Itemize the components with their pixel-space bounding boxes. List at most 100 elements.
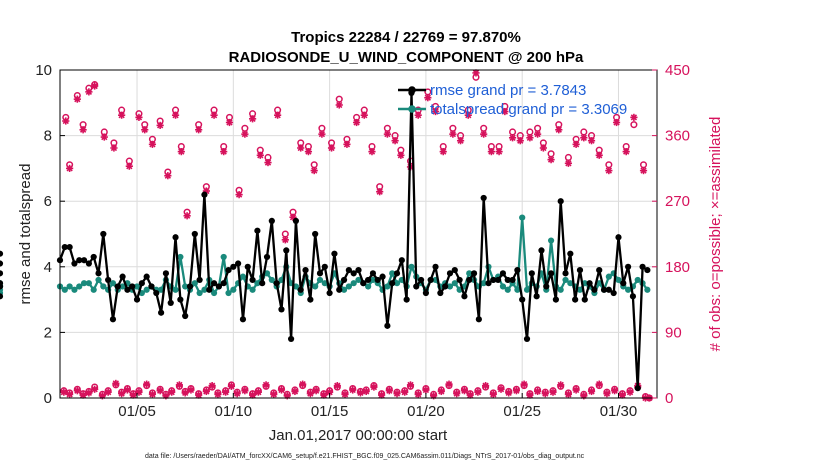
obs-assimilated-marker <box>630 113 638 121</box>
rmse-point <box>186 283 194 290</box>
obs-assimilated-marker <box>605 166 613 175</box>
axis-ticks: 01/05 01/10 01/15 01/20 01/25 01/30 0 2 4 6 8 10 0 90… <box>35 62 690 420</box>
rmse-point <box>514 266 521 274</box>
obs-assimilated-marker <box>472 69 480 77</box>
obs-assimilated-marker <box>595 151 603 159</box>
plot-frame <box>59 69 658 399</box>
rmse-point <box>398 257 405 264</box>
obs-assimilated-marker <box>603 390 611 398</box>
obs-assimilated-marker <box>557 381 565 389</box>
totalspread-point <box>605 273 612 280</box>
obs-assimilated-marker <box>241 130 249 138</box>
rmse-point <box>634 385 641 392</box>
totalspread-point <box>95 276 102 284</box>
rmse-point <box>0 250 4 257</box>
obs-assimilated-marker <box>424 94 432 102</box>
y-tick-label-left: 8 <box>44 128 52 145</box>
rmse-point <box>153 289 160 297</box>
rmse-point <box>71 260 78 267</box>
rmse-point <box>283 247 290 254</box>
rmse-point <box>336 286 343 293</box>
obs-assimilated-marker <box>376 188 384 196</box>
rmse-point <box>629 293 637 300</box>
rmse-point <box>485 280 492 287</box>
rmse-point <box>432 263 439 270</box>
obs-assimilated-marker <box>220 148 228 156</box>
obs-assimilated-marker <box>129 391 137 399</box>
obs-assimilated-marker <box>482 382 490 390</box>
obs-assimilated-marker <box>320 391 328 399</box>
obs-assimilated-marker <box>626 388 634 396</box>
x-tick-label: 01/25 <box>503 403 541 420</box>
totalspread-point <box>225 289 232 297</box>
rmse-point <box>76 257 83 264</box>
rmse-point <box>446 270 454 277</box>
rmse-point <box>600 286 608 293</box>
obs-assimilated-marker <box>343 140 351 148</box>
obs-assimilated-marker <box>143 380 151 388</box>
totalspread-point <box>230 286 237 293</box>
totalspread-point <box>499 283 507 290</box>
obs-assimilated-marker <box>474 388 482 396</box>
totalspread-point <box>345 283 352 290</box>
obs-assimilated-marker <box>135 388 143 396</box>
obs-assimilated-marker <box>310 166 318 175</box>
rmse-point <box>475 316 482 323</box>
rmse-point <box>235 260 242 267</box>
grid-lines <box>60 70 657 398</box>
rmse-point <box>167 299 174 306</box>
rmse-point <box>365 276 372 284</box>
rmse-point <box>312 230 319 238</box>
rmse-point <box>562 270 569 277</box>
totalspread-point <box>249 286 256 293</box>
obs-assimilated-marker <box>110 144 118 152</box>
rmse-point <box>596 266 603 274</box>
obs-assimilated-marker <box>406 381 415 389</box>
obs-assimilated-marker <box>297 144 305 152</box>
rmse-point <box>610 289 617 297</box>
obs-assimilated-marker <box>508 134 517 142</box>
obs-assimilated-marker <box>210 111 218 119</box>
obs-assimilated-marker <box>595 380 603 388</box>
obs-assimilated-marker <box>262 381 270 389</box>
obs-assimilated-marker <box>516 137 524 145</box>
obs-count-markers <box>60 69 653 402</box>
rmse-point <box>466 276 473 284</box>
obs-assimilated-marker <box>264 158 272 167</box>
obs-assimilated-marker <box>274 111 282 119</box>
obs-assimilated-marker <box>208 382 216 390</box>
obs-assimilated-marker <box>118 111 126 119</box>
obs-assimilated-marker <box>466 391 474 399</box>
obs-assimilated-marker <box>489 390 497 398</box>
totalspread-point <box>254 280 261 287</box>
obs-assimilated-marker <box>306 390 314 398</box>
rmse-point <box>138 280 145 287</box>
rmse-point <box>490 276 497 284</box>
rmse-point <box>504 276 511 284</box>
obs-assimilated-marker <box>639 166 648 175</box>
rmse-point <box>528 270 535 277</box>
obs-assimilated-marker <box>534 130 542 138</box>
rmse-point <box>249 276 256 284</box>
rmse-point <box>124 286 131 293</box>
obs-assimilated-marker <box>100 133 108 141</box>
obs-assimilated-marker <box>225 118 234 127</box>
rmse-point <box>393 270 401 277</box>
rmse-point <box>85 260 92 267</box>
obs-assimilated-marker <box>495 148 503 156</box>
obs-assimilated-marker <box>171 111 180 119</box>
rmse-point <box>114 283 121 290</box>
y-tick-label-left: 6 <box>44 193 52 210</box>
rmse-point <box>615 234 622 241</box>
rmse-point <box>345 266 352 274</box>
totalspread-point <box>365 283 372 290</box>
obs-assimilated-marker <box>449 130 457 138</box>
y-axis-label-right: # of obs: o=possible; ×=assimilated <box>707 117 724 352</box>
totalspread-point <box>191 280 198 287</box>
rmse-point <box>196 276 203 284</box>
x-tick-label: 01/10 <box>215 403 253 420</box>
totalspread-point <box>90 286 97 293</box>
x-tick-label: 01/20 <box>407 403 445 420</box>
y-tick-label-right: 180 <box>665 259 690 276</box>
obs-assimilated-marker <box>501 107 509 116</box>
